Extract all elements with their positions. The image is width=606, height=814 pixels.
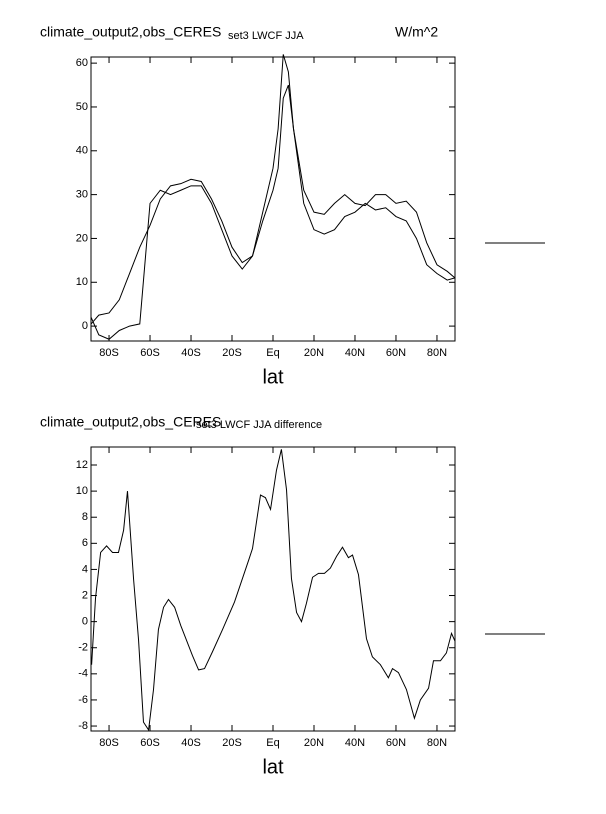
y-tick-label: 0 [82,616,88,628]
x-tick-label: 60S [140,347,160,359]
x-tick-label: 20N [304,737,324,749]
x-tick-label: Eq [266,347,279,359]
y-tick-label: -2 [78,642,88,654]
x-tick-label: 40N [345,737,365,749]
y-tick-label: 12 [76,459,88,471]
y-tick-label: 40 [76,145,88,157]
y-tick-label: 4 [82,563,88,575]
x-tick-label: 60S [140,737,160,749]
y-tick-label: -4 [78,668,88,680]
data-line [91,449,456,732]
x-tick-label: 80S [99,347,119,359]
x-tick-label: 60N [386,737,406,749]
chart-subtitle: set3 LWCF JJA [228,30,304,42]
x-tick-label: 20S [222,347,242,359]
plot-frame [90,56,456,342]
x-tick-label: Eq [266,737,279,749]
x-tick-label: 80N [427,347,447,359]
plot-frame [90,446,456,732]
x-tick-label: 40N [345,347,365,359]
y-tick-label: -6 [78,694,88,706]
y-tick-label: 8 [82,511,88,523]
chart-title: climate_output2,obs_CERES [40,24,221,40]
x-tick-label: 80N [427,737,447,749]
y-tick-label: -8 [78,720,88,732]
y-tick-label: 10 [76,276,88,288]
x-tick-label: 60N [386,347,406,359]
y-tick-label: 2 [82,589,88,601]
chart-title: climate_output2,obs_CERES [40,414,221,430]
y-tick-label: 0 [82,320,88,332]
y-tick-label: 20 [76,232,88,244]
units: W/m^2 [395,24,438,40]
data-line [90,54,456,340]
x-axis-label: lat [262,366,284,388]
x-axis-label: lat [262,756,284,778]
x-tick-label: 20N [304,347,324,359]
x-tick-label: 40S [181,347,201,359]
x-tick-label: 80S [99,737,119,749]
x-tick-label: 20S [222,737,242,749]
y-tick-label: 10 [76,485,88,497]
chart-subtitle: set3 LWCF JJA difference [196,419,322,431]
y-tick-label: 6 [82,537,88,549]
y-tick-label: 50 [76,101,88,113]
y-tick-label: 60 [76,57,88,69]
y-tick-label: 30 [76,189,88,201]
x-tick-label: 40S [181,737,201,749]
data-line [90,84,456,325]
